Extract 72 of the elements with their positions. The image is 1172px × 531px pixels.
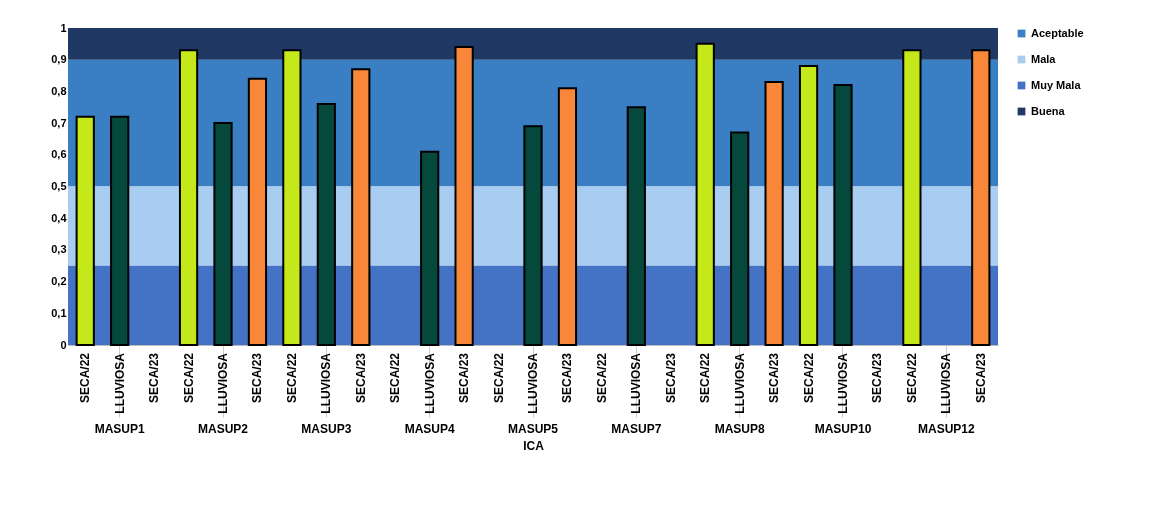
text: SECA/23 xyxy=(457,353,472,404)
bar xyxy=(316,103,336,346)
bar xyxy=(247,77,268,346)
x-tick-label: MASUP12 xyxy=(917,421,975,436)
bar xyxy=(626,106,646,346)
text: SECA/23 xyxy=(147,353,162,404)
text: SECA/23 xyxy=(973,353,988,404)
bar xyxy=(523,125,543,346)
text: SECA/22 xyxy=(388,353,403,404)
x-tick-label: MASUP8 xyxy=(714,421,765,436)
y-tick-label: 0 xyxy=(60,338,67,351)
bar xyxy=(902,49,922,346)
text: SECA/22 xyxy=(491,353,506,404)
bar xyxy=(971,49,991,346)
text: LLUVIOSA xyxy=(732,353,747,414)
text: LLUVIOSA xyxy=(629,353,644,414)
x-tick-label: MASUP5 xyxy=(507,421,559,436)
text: SECA/22 xyxy=(698,353,713,404)
legend-label: Muy Mala xyxy=(1031,78,1082,91)
y-tick-label: 0,3 xyxy=(51,243,67,256)
text: LLUVIOSA xyxy=(112,352,127,414)
legend-label: Aceptable xyxy=(1031,26,1084,39)
text: LLUVIOSA xyxy=(526,353,540,414)
text: LLUVIOSA xyxy=(836,353,850,414)
y-tick-label: 0,8 xyxy=(51,84,67,97)
bar xyxy=(833,84,853,346)
y-tick-label: 0,9 xyxy=(51,53,67,66)
y-tick-label: 0,2 xyxy=(51,275,67,288)
text: SECA/22 xyxy=(904,353,919,404)
bar xyxy=(798,65,819,346)
x-tick-label: MASUP10 xyxy=(814,421,872,436)
y-tick-label: 0,1 xyxy=(51,306,67,319)
text: SECA/22 xyxy=(78,352,93,404)
bar xyxy=(557,87,578,346)
text: SECA/23 xyxy=(250,352,265,404)
bar xyxy=(420,150,440,346)
text: SECA/23 xyxy=(663,353,678,404)
bar xyxy=(454,46,474,346)
bar xyxy=(75,115,95,346)
y-tick-label: 0,4 xyxy=(51,211,68,224)
text: SECA/23 xyxy=(870,353,885,404)
text: SECA/22 xyxy=(594,353,609,404)
text: SECA/22 xyxy=(801,353,816,404)
text: SECA/22 xyxy=(284,353,299,404)
text: SECA/23 xyxy=(767,353,782,404)
x-tick-label: MASUP1 xyxy=(94,421,145,436)
bar xyxy=(764,80,784,346)
text: LLUVIOSA xyxy=(319,353,334,414)
y-tick-label: 0,5 xyxy=(51,180,67,192)
x-tick-label: MASUP7 xyxy=(611,421,662,436)
x-tick-label: MASUP3 xyxy=(301,421,352,436)
text: LLUVIOSA xyxy=(422,353,437,414)
text: SECA/22 xyxy=(181,353,196,404)
x-tick-label: MASUP4 xyxy=(404,421,455,436)
bar xyxy=(730,131,750,346)
legend-label: Mala xyxy=(1031,52,1057,65)
text: SECA/23 xyxy=(353,353,368,404)
y-tick-label: 1 xyxy=(60,21,67,34)
y-tick-label: 0,6 xyxy=(51,148,67,161)
bar xyxy=(695,42,715,346)
bar xyxy=(351,68,371,346)
x-tick-label: MASUP2 xyxy=(197,421,249,436)
bar xyxy=(282,49,302,346)
bar xyxy=(213,122,233,346)
text: LLUVIOSA xyxy=(939,353,954,414)
y-tick-label: 0,7 xyxy=(51,116,67,129)
text: LLUVIOSA xyxy=(216,353,230,414)
legend-label: Buena xyxy=(1031,104,1066,117)
bar xyxy=(178,49,199,346)
x-axis-title: ICA xyxy=(523,438,545,453)
bar xyxy=(110,115,130,346)
text: SECA/23 xyxy=(560,353,575,404)
